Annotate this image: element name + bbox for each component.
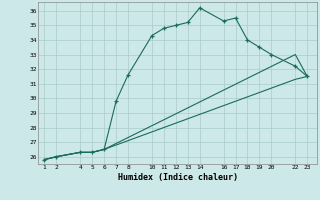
- X-axis label: Humidex (Indice chaleur): Humidex (Indice chaleur): [118, 173, 238, 182]
